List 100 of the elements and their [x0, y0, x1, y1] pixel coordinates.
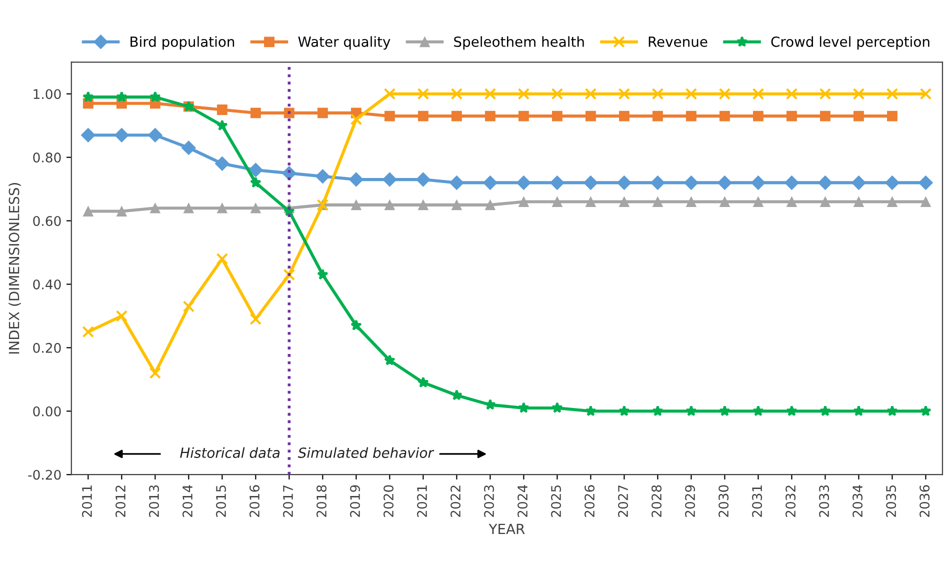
- point: [484, 110, 496, 122]
- y-axis-title: INDEX (DIMENSIONLESS): [8, 183, 21, 354]
- point: [786, 110, 797, 122]
- point: [182, 300, 195, 312]
- x-tick-label: 2020: [384, 485, 394, 517]
- point: [819, 88, 832, 100]
- point: [350, 113, 362, 126]
- legend-label: Revenue: [648, 36, 708, 47]
- x-axis-title: YEAR: [488, 524, 525, 534]
- point: [250, 313, 262, 326]
- point: [283, 268, 296, 281]
- point: [584, 88, 597, 100]
- point: [250, 176, 262, 188]
- y-tick-label: 0.80: [33, 152, 61, 163]
- point: [417, 88, 430, 100]
- point: [317, 268, 328, 280]
- point: [750, 175, 766, 190]
- x-tick-label: 2026: [584, 485, 595, 517]
- point: [786, 405, 798, 416]
- point: [853, 405, 864, 416]
- point: [786, 196, 797, 207]
- point: [418, 110, 428, 122]
- point: [918, 175, 933, 190]
- point: [652, 110, 663, 122]
- point: [920, 196, 931, 207]
- x-tick-label: 2015: [216, 485, 226, 517]
- point: [384, 88, 396, 100]
- x-tick-label: 2028: [652, 485, 662, 517]
- point: [149, 91, 161, 102]
- point: [686, 405, 697, 416]
- annotation: Simulated behavior: [298, 447, 434, 458]
- point: [818, 175, 832, 190]
- point: [551, 88, 564, 100]
- x-tick-label: 2034: [852, 485, 863, 517]
- point: [753, 110, 764, 122]
- point: [315, 169, 330, 184]
- point: [248, 162, 263, 178]
- point: [384, 354, 396, 366]
- point: [484, 88, 496, 100]
- point: [852, 88, 865, 100]
- point: [720, 110, 730, 122]
- point: [652, 88, 664, 100]
- point: [382, 172, 397, 187]
- point: [854, 196, 864, 207]
- point: [216, 104, 228, 115]
- point: [418, 200, 428, 210]
- annotation: Historical data: [180, 447, 280, 458]
- x-tick-label: 2021: [417, 486, 428, 517]
- legend-label: Water quality: [298, 36, 390, 50]
- point: [418, 376, 429, 388]
- point: [920, 405, 932, 416]
- point: [518, 402, 530, 413]
- x-tick-label: 2025: [551, 485, 562, 517]
- point: [652, 405, 664, 416]
- point: [348, 172, 364, 187]
- x-tick-label: 2031: [752, 486, 762, 517]
- point: [482, 175, 498, 190]
- legend-label: Bird population: [130, 36, 234, 50]
- point: [384, 110, 395, 122]
- point: [516, 175, 531, 190]
- point: [484, 398, 496, 410]
- x-tick-label: 2013: [149, 485, 159, 517]
- point: [216, 202, 228, 214]
- point: [618, 110, 630, 122]
- x-tick-label: 2030: [718, 485, 729, 517]
- point: [250, 202, 261, 214]
- point: [752, 405, 764, 416]
- x-tick-label: 2022: [450, 486, 461, 517]
- point: [552, 196, 562, 207]
- point: [80, 128, 96, 142]
- y-tick-label: 0.60: [33, 216, 61, 226]
- legend-label: Crowd level perception: [771, 36, 930, 50]
- point: [484, 200, 496, 210]
- point: [753, 196, 764, 207]
- point: [886, 88, 898, 100]
- point: [887, 110, 898, 122]
- point: [214, 156, 230, 171]
- point: [886, 405, 898, 416]
- point: [885, 175, 900, 190]
- point: [552, 110, 562, 122]
- y-tick-label: -0.20: [28, 470, 61, 480]
- point: [686, 196, 696, 207]
- point: [250, 108, 261, 118]
- point: [552, 402, 563, 413]
- point: [451, 389, 462, 400]
- point: [518, 110, 529, 122]
- x-tick-label: 2032: [786, 486, 796, 517]
- point: [652, 196, 663, 207]
- point: [518, 196, 529, 207]
- point: [618, 405, 630, 416]
- point: [550, 175, 564, 190]
- point: [650, 175, 665, 190]
- point: [449, 175, 464, 190]
- point: [585, 196, 596, 207]
- y-tick-label: 0.20: [33, 342, 61, 353]
- point: [686, 110, 696, 122]
- point: [784, 175, 799, 190]
- x-tick-label: 2016: [250, 485, 260, 517]
- point: [920, 88, 932, 100]
- x-tick-label: 2018: [316, 485, 326, 517]
